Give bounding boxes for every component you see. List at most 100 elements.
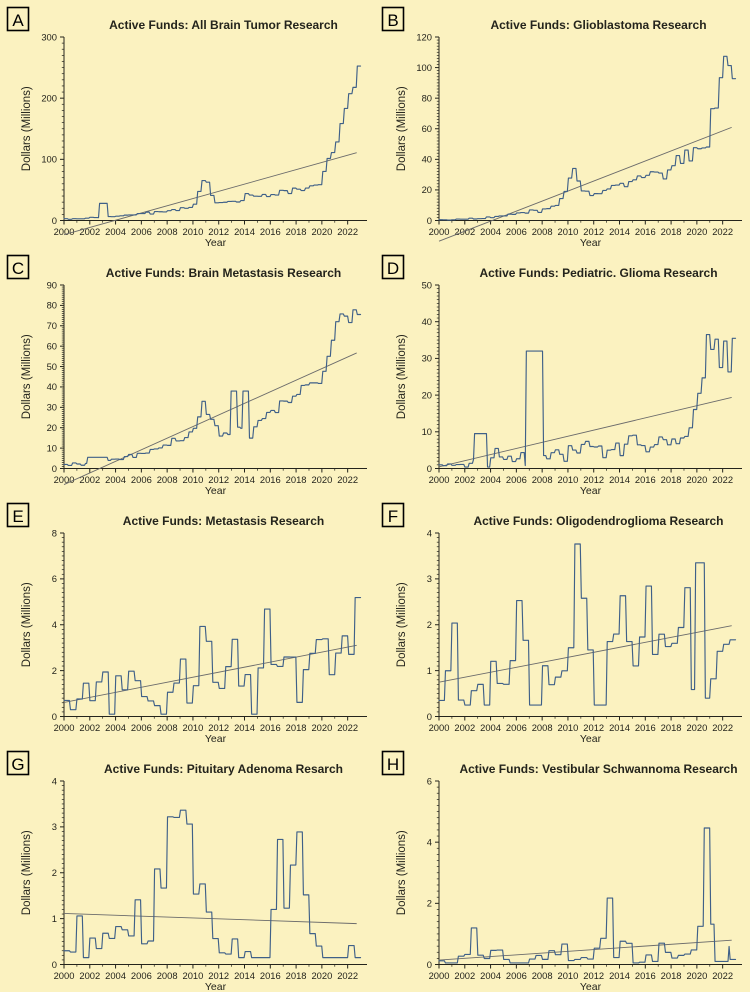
svg-text:2022: 2022 <box>712 474 733 485</box>
svg-text:60: 60 <box>422 123 432 134</box>
svg-text:2012: 2012 <box>583 970 604 981</box>
svg-text:Active Funds: Oligodendrogliom: Active Funds: Oligodendroglioma Research <box>473 514 723 528</box>
svg-text:2016: 2016 <box>635 474 656 485</box>
svg-text:2020: 2020 <box>686 474 707 485</box>
svg-text:0: 0 <box>52 711 57 722</box>
svg-text:Dollars (Millions): Dollars (Millions) <box>21 582 33 667</box>
svg-text:2020: 2020 <box>311 970 332 981</box>
svg-text:50: 50 <box>47 361 57 372</box>
svg-text:2004: 2004 <box>105 970 126 981</box>
svg-text:Dollars (Millions): Dollars (Millions) <box>396 830 408 915</box>
svg-text:0: 0 <box>52 215 57 226</box>
svg-text:2016: 2016 <box>260 970 281 981</box>
svg-text:2018: 2018 <box>661 474 682 485</box>
svg-text:Year: Year <box>580 981 602 992</box>
svg-text:2006: 2006 <box>131 970 152 981</box>
svg-text:2012: 2012 <box>583 226 604 237</box>
svg-text:90: 90 <box>47 279 57 290</box>
svg-text:3: 3 <box>52 821 57 832</box>
svg-text:2016: 2016 <box>635 970 656 981</box>
svg-text:Year: Year <box>205 485 227 496</box>
svg-text:0: 0 <box>52 463 57 474</box>
svg-text:2010: 2010 <box>558 970 579 981</box>
svg-text:Year: Year <box>205 981 227 992</box>
svg-text:2: 2 <box>427 619 432 630</box>
svg-text:2002: 2002 <box>79 722 100 733</box>
svg-text:2004: 2004 <box>105 722 126 733</box>
svg-text:0: 0 <box>427 711 432 722</box>
svg-text:2012: 2012 <box>583 474 604 485</box>
svg-text:2006: 2006 <box>131 226 152 237</box>
svg-text:Active Funds: Pediatric. Gliom: Active Funds: Pediatric. Glioma Research <box>479 266 717 280</box>
svg-text:2004: 2004 <box>480 722 501 733</box>
svg-text:2002: 2002 <box>79 474 100 485</box>
svg-text:40: 40 <box>47 381 57 392</box>
svg-text:2000: 2000 <box>429 474 450 485</box>
svg-text:2018: 2018 <box>661 970 682 981</box>
svg-text:2012: 2012 <box>208 970 229 981</box>
svg-text:40: 40 <box>422 316 432 327</box>
svg-text:2: 2 <box>52 867 57 878</box>
svg-text:2006: 2006 <box>506 226 527 237</box>
svg-text:300: 300 <box>41 31 57 42</box>
svg-text:6: 6 <box>427 775 432 786</box>
svg-text:F: F <box>388 507 398 526</box>
svg-text:2018: 2018 <box>661 226 682 237</box>
svg-text:2020: 2020 <box>311 474 332 485</box>
svg-text:Dollars (Millions): Dollars (Millions) <box>396 86 408 171</box>
svg-text:Active Funds: Metastasis Resea: Active Funds: Metastasis Research <box>123 514 324 528</box>
svg-text:Active Funds: Glioblastoma Res: Active Funds: Glioblastoma Research <box>490 18 706 32</box>
svg-text:4: 4 <box>427 527 432 538</box>
svg-text:30: 30 <box>47 402 57 413</box>
svg-text:4: 4 <box>52 619 57 630</box>
svg-text:Active Funds: Pituitary Adenom: Active Funds: Pituitary Adenoma Resarch <box>104 762 343 776</box>
svg-text:Year: Year <box>205 733 227 744</box>
svg-text:2014: 2014 <box>234 970 255 981</box>
svg-text:20: 20 <box>422 389 432 400</box>
svg-text:2008: 2008 <box>532 970 553 981</box>
svg-text:2010: 2010 <box>183 226 204 237</box>
svg-text:2018: 2018 <box>286 474 307 485</box>
svg-text:2018: 2018 <box>286 970 307 981</box>
svg-text:2016: 2016 <box>260 226 281 237</box>
svg-text:2020: 2020 <box>686 722 707 733</box>
svg-text:20: 20 <box>47 422 57 433</box>
svg-text:2010: 2010 <box>558 226 579 237</box>
svg-text:2016: 2016 <box>260 722 281 733</box>
svg-text:0: 0 <box>427 959 432 970</box>
svg-text:10: 10 <box>47 442 57 453</box>
svg-text:6: 6 <box>52 573 57 584</box>
svg-text:2022: 2022 <box>712 722 733 733</box>
svg-text:2022: 2022 <box>337 226 358 237</box>
svg-text:Year: Year <box>580 733 602 744</box>
svg-text:2006: 2006 <box>506 474 527 485</box>
svg-text:2002: 2002 <box>454 722 475 733</box>
svg-text:2018: 2018 <box>286 722 307 733</box>
svg-text:2: 2 <box>427 898 432 909</box>
svg-text:2022: 2022 <box>337 970 358 981</box>
svg-text:2006: 2006 <box>506 722 527 733</box>
svg-text:2012: 2012 <box>208 722 229 733</box>
svg-text:2000: 2000 <box>429 970 450 981</box>
svg-text:2002: 2002 <box>454 970 475 981</box>
svg-text:2000: 2000 <box>54 722 75 733</box>
svg-text:2008: 2008 <box>532 722 553 733</box>
svg-text:2012: 2012 <box>208 226 229 237</box>
svg-text:200: 200 <box>41 92 57 103</box>
svg-text:2008: 2008 <box>157 474 178 485</box>
svg-text:2016: 2016 <box>635 722 656 733</box>
svg-text:Year: Year <box>580 485 602 496</box>
svg-text:2000: 2000 <box>54 474 75 485</box>
svg-text:2010: 2010 <box>183 722 204 733</box>
svg-text:2018: 2018 <box>286 226 307 237</box>
svg-text:G: G <box>11 755 24 774</box>
svg-text:80: 80 <box>47 300 57 311</box>
svg-text:2008: 2008 <box>532 474 553 485</box>
svg-text:2010: 2010 <box>558 722 579 733</box>
svg-text:2022: 2022 <box>712 226 733 237</box>
svg-text:50: 50 <box>422 279 432 290</box>
svg-text:2008: 2008 <box>532 226 553 237</box>
svg-text:2010: 2010 <box>183 970 204 981</box>
svg-text:120: 120 <box>416 31 432 42</box>
svg-text:2004: 2004 <box>480 226 501 237</box>
